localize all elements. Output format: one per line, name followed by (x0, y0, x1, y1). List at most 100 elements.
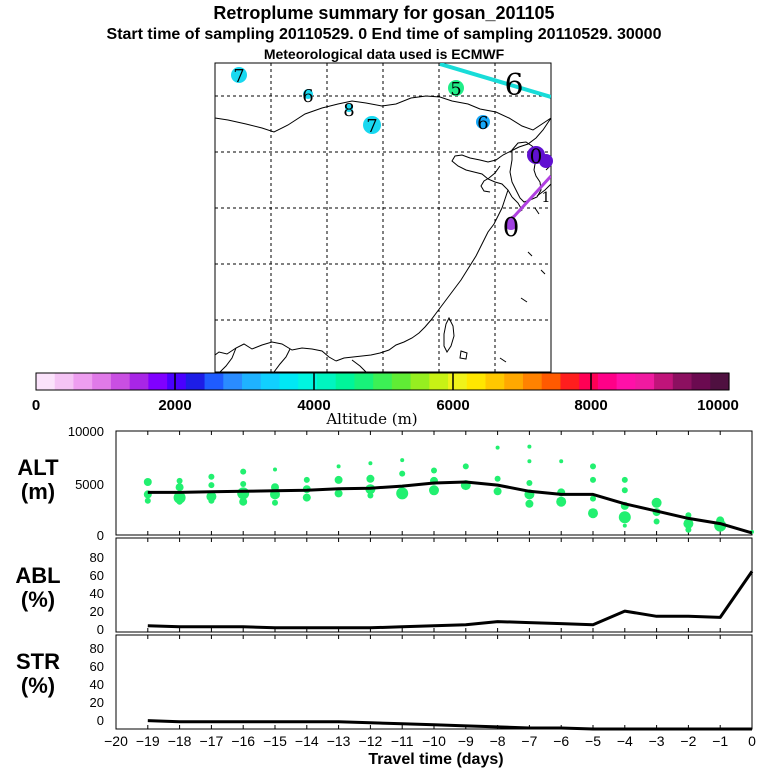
colorbar-cell (298, 373, 318, 390)
alt-scatter-point (588, 508, 598, 519)
str-ytick: 60 (90, 659, 104, 674)
colorbar-cell (204, 373, 224, 390)
alt-scatter-point (683, 518, 694, 529)
alt-scatter-point (144, 497, 151, 504)
abl-ytick: 0 (97, 622, 104, 637)
map-marker-dot (476, 115, 490, 129)
x-tick-label: −4 (617, 733, 633, 749)
colorbar-cell (373, 373, 393, 390)
abl-axis-label: ABL (%) (10, 564, 66, 612)
colorbar-cell (672, 373, 693, 390)
alt-scatter-point (590, 495, 596, 502)
colorbar-cell (466, 373, 487, 390)
alt-scatter-point (621, 476, 628, 483)
colorbar-cell (279, 373, 299, 390)
alt-scatter-point (396, 487, 409, 500)
alt-label-top: ALT (17, 455, 59, 480)
colorbar-tick-label: 2000 (158, 397, 191, 414)
x-tick-label: 0 (748, 733, 756, 749)
map-marker-label: 0 (503, 213, 520, 243)
alt-scatter-point (334, 475, 343, 484)
colorbar-cell (260, 373, 281, 390)
alt-ytick: 10000 (68, 424, 104, 439)
x-tick-label: −13 (327, 733, 351, 749)
colorbar-cell (73, 373, 93, 390)
alt-scatter-point (272, 499, 278, 506)
colorbar-cell (316, 373, 337, 390)
colorbar-cell (110, 373, 131, 390)
colorbar-cell (616, 373, 636, 390)
abl-ytick: 20 (90, 604, 104, 619)
abl-ytick: 60 (90, 568, 104, 583)
alt-scatter-point (653, 518, 660, 525)
alt-scatter-point (176, 498, 183, 505)
colorbar-cell (54, 373, 75, 390)
str-ytick: 20 (90, 695, 104, 710)
alt-scatter-point (651, 497, 662, 508)
alt-scatter-point (366, 474, 375, 483)
y-tick-labels: 10000 5000 0 80 60 40 20 0 80 60 40 20 0 (68, 424, 104, 728)
x-tick-label: −19 (136, 733, 160, 749)
alt-scatter-point (590, 476, 596, 483)
colorbar-tick-label: 10000 (697, 397, 739, 414)
alt-scatter-point (239, 497, 248, 506)
map-marker-label: 6 (477, 113, 488, 134)
map-marker-label: 5 (450, 79, 461, 100)
colorbar-tick-label: 4000 (297, 397, 330, 414)
x-tick-label: −8 (490, 733, 506, 749)
x-tick-label: −12 (359, 733, 383, 749)
colorbar-frame (35, 372, 730, 391)
str-ytick: 40 (90, 677, 104, 692)
alt-label-bottom: (m) (20, 479, 56, 504)
map-marker-label: 7 (233, 66, 244, 87)
map-panel: 7 6 8 7 5 6 6 0 1 0 (214, 62, 553, 373)
alt-scatter-point (273, 467, 277, 472)
colorbar-ticks: 0 2000 4000 6000 8000 10000 (32, 397, 739, 414)
alt-scatter-point (176, 477, 183, 484)
x-tick-label: −9 (458, 733, 474, 749)
alt-scatter-point (527, 444, 532, 449)
alt-series-line (147, 480, 753, 535)
alt-scatter-point (240, 468, 247, 475)
alt-scatter-point (208, 497, 215, 504)
map-marker-label: 6 (504, 68, 523, 103)
abl-ytick: 80 (90, 550, 104, 565)
alt-axis-label: ALT (m) (10, 456, 66, 504)
alt-scatter-point (525, 499, 534, 508)
map-markers: 7 6 8 7 5 6 6 0 1 0 (231, 66, 553, 243)
alt-scatter-point (173, 491, 186, 504)
colorbar-tick-label: 8000 (574, 397, 607, 414)
alt-scatter-point (429, 485, 439, 496)
alt-scatter-point (399, 470, 406, 477)
map-marker-dot (345, 104, 353, 112)
str-label-bottom: (%) (20, 673, 56, 698)
alt-scatter-point (526, 480, 533, 486)
x-tick-label: −11 (391, 733, 414, 749)
x-axis-label: Travel time (days) (368, 751, 503, 768)
abl-label-top: ABL (15, 563, 61, 588)
abl-ytick: 40 (90, 586, 104, 601)
colorbar-cell (691, 373, 711, 390)
str-label-top: STR (16, 649, 60, 674)
map-marker-dot (505, 218, 517, 230)
alt-scatter-point (493, 487, 502, 496)
alt-scatter-point (559, 459, 564, 464)
chart-title: Retroplume summary for gosan_201105 (213, 3, 555, 23)
alt-scatter-point (175, 483, 184, 492)
alt-scatter-point (368, 461, 373, 466)
alt-scatter-point (400, 458, 405, 463)
x-tick-label: −14 (295, 733, 319, 749)
map-marker-dot (448, 80, 464, 96)
colorbar-cell (36, 373, 56, 390)
alt-scatter-point (431, 467, 437, 474)
colorbar-cell (635, 373, 655, 390)
map-marker-dot (303, 89, 313, 99)
str-series-line (147, 719, 752, 731)
alt-scatter-point (208, 482, 215, 489)
colorbar-cell (448, 373, 468, 390)
colorbar-cell (579, 373, 599, 390)
map-marker-label: 7 (366, 116, 377, 137)
abl-series-line (147, 570, 754, 630)
abl-label-bottom: (%) (20, 587, 56, 612)
alt-scatter-point (556, 496, 567, 507)
